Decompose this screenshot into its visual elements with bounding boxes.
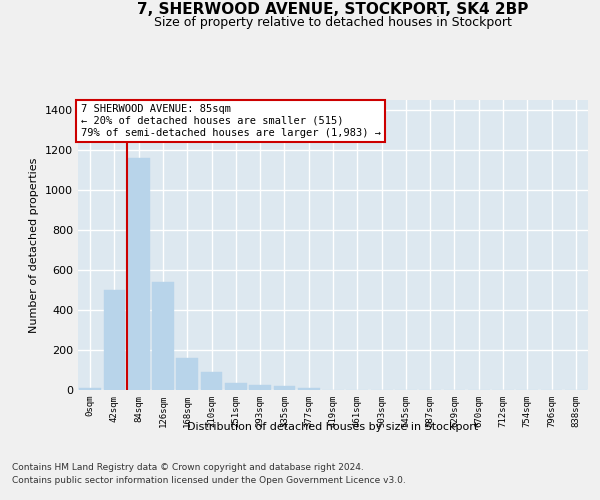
Text: Size of property relative to detached houses in Stockport: Size of property relative to detached ho…	[154, 16, 512, 29]
Bar	[152, 282, 174, 390]
Bar	[274, 386, 295, 390]
Text: Contains public sector information licensed under the Open Government Licence v3: Contains public sector information licen…	[12, 476, 406, 485]
Bar	[128, 158, 149, 390]
Text: 7 SHERWOOD AVENUE: 85sqm
← 20% of detached houses are smaller (515)
79% of semi-: 7 SHERWOOD AVENUE: 85sqm ← 20% of detach…	[80, 104, 380, 138]
Bar	[79, 388, 101, 390]
Bar	[225, 383, 247, 390]
Y-axis label: Number of detached properties: Number of detached properties	[29, 158, 40, 332]
Text: Distribution of detached houses by size in Stockport: Distribution of detached houses by size …	[187, 422, 479, 432]
Bar	[298, 388, 320, 390]
Text: Contains HM Land Registry data © Crown copyright and database right 2024.: Contains HM Land Registry data © Crown c…	[12, 462, 364, 471]
Bar	[249, 385, 271, 390]
Bar	[176, 358, 198, 390]
Text: 7, SHERWOOD AVENUE, STOCKPORT, SK4 2BP: 7, SHERWOOD AVENUE, STOCKPORT, SK4 2BP	[137, 2, 529, 18]
Bar	[200, 372, 223, 390]
Bar	[104, 290, 125, 390]
